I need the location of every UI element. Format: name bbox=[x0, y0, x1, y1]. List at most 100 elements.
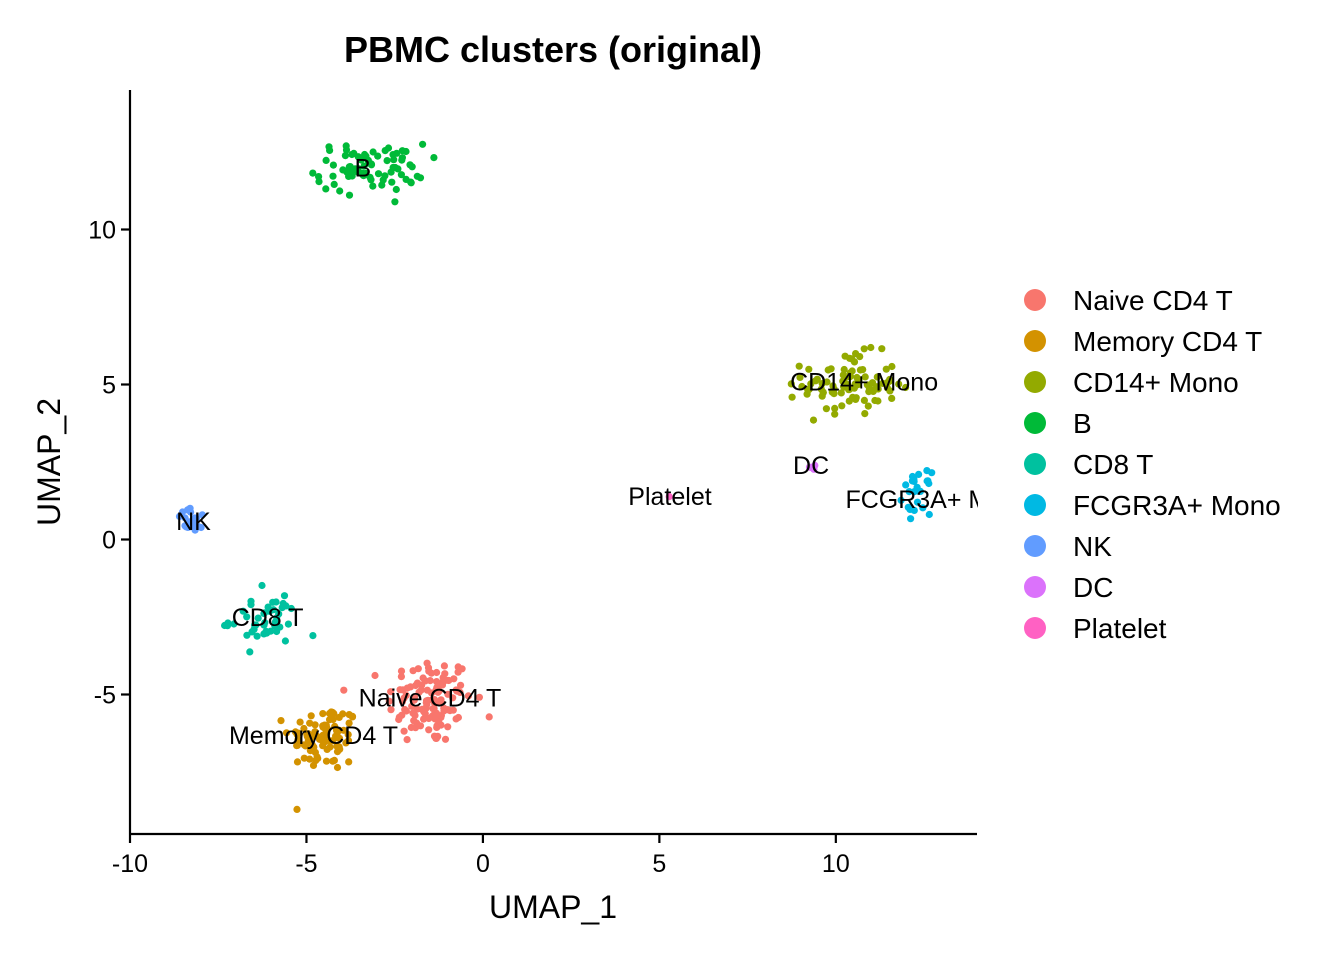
data-point bbox=[224, 619, 232, 627]
data-point bbox=[402, 691, 410, 700]
data-point bbox=[326, 146, 334, 154]
data-point bbox=[258, 581, 266, 590]
data-point bbox=[430, 154, 438, 162]
x-tick-label: 10 bbox=[822, 850, 850, 878]
data-point bbox=[830, 390, 838, 398]
data-point bbox=[300, 724, 308, 733]
data-point bbox=[261, 619, 269, 627]
data-point bbox=[895, 380, 903, 388]
data-point bbox=[329, 172, 337, 180]
data-point bbox=[839, 377, 847, 385]
data-point bbox=[878, 345, 886, 353]
data-point bbox=[423, 686, 431, 694]
y-tick-label: -5 bbox=[94, 682, 116, 710]
data-point bbox=[854, 381, 862, 389]
data-point bbox=[306, 755, 314, 763]
data-point bbox=[185, 519, 193, 527]
data-point bbox=[913, 483, 921, 491]
data-point bbox=[345, 719, 353, 727]
legend-key bbox=[1024, 289, 1046, 311]
data-point bbox=[846, 372, 855, 380]
cluster-label: B bbox=[355, 155, 372, 183]
data-point bbox=[239, 607, 247, 615]
data-point bbox=[306, 747, 314, 755]
data-point bbox=[804, 385, 812, 394]
data-point bbox=[191, 522, 199, 530]
data-point bbox=[397, 673, 405, 681]
data-point bbox=[859, 366, 867, 374]
data-point bbox=[441, 735, 450, 743]
data-point bbox=[837, 389, 845, 397]
data-point bbox=[829, 382, 837, 390]
data-point bbox=[293, 805, 301, 814]
legend-label: CD8 T bbox=[1073, 449, 1153, 480]
data-point bbox=[840, 383, 848, 391]
data-point bbox=[246, 648, 254, 656]
data-point bbox=[871, 396, 879, 405]
x-axis-ticks: -10 -5 0 5 10 bbox=[112, 834, 850, 878]
x-tick-label: -5 bbox=[295, 850, 317, 878]
legend-label: FCGR3A+ Mono bbox=[1073, 490, 1281, 521]
data-point bbox=[327, 708, 335, 716]
data-point bbox=[342, 142, 350, 150]
legend-label: NK bbox=[1073, 531, 1112, 562]
data-point bbox=[367, 176, 375, 184]
data-point bbox=[306, 739, 315, 747]
data-point bbox=[254, 614, 262, 622]
legend-label: B bbox=[1073, 408, 1092, 439]
data-point bbox=[333, 727, 341, 735]
data-point bbox=[371, 671, 379, 680]
data-point bbox=[197, 523, 205, 532]
data-point bbox=[419, 140, 427, 148]
data-point bbox=[807, 380, 815, 388]
data-point bbox=[344, 731, 352, 739]
data-point bbox=[294, 729, 302, 737]
data-point bbox=[444, 723, 452, 731]
data-point bbox=[262, 627, 270, 636]
data-point bbox=[860, 396, 869, 404]
data-point bbox=[333, 748, 342, 756]
data-point bbox=[823, 378, 831, 386]
data-point bbox=[345, 758, 353, 766]
data-point bbox=[367, 161, 376, 169]
cluster-label: DC bbox=[793, 452, 829, 480]
data-point bbox=[441, 670, 449, 678]
data-point bbox=[322, 721, 330, 729]
x-tick-label: 0 bbox=[476, 850, 490, 878]
data-point bbox=[306, 719, 314, 727]
data-point bbox=[861, 373, 869, 381]
data-point bbox=[307, 712, 315, 720]
x-axis-title: UMAP_1 bbox=[489, 889, 617, 925]
data-point bbox=[336, 187, 344, 195]
data-point bbox=[457, 681, 465, 689]
data-point bbox=[416, 722, 425, 730]
data-point bbox=[333, 763, 342, 772]
y-tick-label: 0 bbox=[102, 527, 116, 555]
data-point bbox=[397, 667, 406, 675]
data-point bbox=[819, 389, 827, 397]
cluster-label: Naive CD4 T bbox=[359, 685, 502, 713]
data-point bbox=[809, 416, 818, 424]
x-tick-label: 5 bbox=[652, 850, 666, 878]
data-point bbox=[306, 731, 314, 739]
data-point bbox=[846, 354, 854, 362]
data-point bbox=[861, 410, 869, 418]
data-point bbox=[897, 496, 905, 504]
data-point bbox=[440, 662, 448, 670]
data-point bbox=[340, 686, 348, 694]
data-point bbox=[309, 761, 318, 770]
data-point bbox=[427, 669, 435, 677]
data-point bbox=[665, 493, 673, 501]
data-point bbox=[279, 599, 287, 608]
data-point bbox=[400, 727, 408, 735]
legend-key bbox=[1024, 412, 1046, 434]
data-point bbox=[348, 713, 357, 721]
data-point bbox=[323, 730, 331, 738]
legend: Naive CD4 T Memory CD4 T CD14+ Mono B CD8 T F… bbox=[1024, 285, 1281, 644]
chart-title: PBMC clusters (original) bbox=[344, 29, 762, 70]
data-point bbox=[437, 698, 445, 706]
data-point bbox=[369, 182, 377, 190]
data-point bbox=[398, 147, 406, 155]
data-point bbox=[440, 707, 448, 715]
data-point bbox=[175, 512, 184, 521]
